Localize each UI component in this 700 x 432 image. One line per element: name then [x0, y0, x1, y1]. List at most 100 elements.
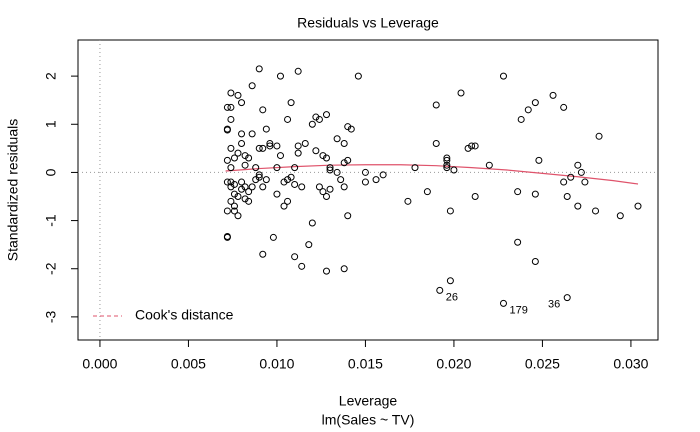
point [238, 130, 246, 138]
y-tick-label: -3 [43, 310, 59, 323]
point [411, 164, 419, 172]
point [549, 91, 557, 99]
point [340, 183, 348, 191]
x-tick-label: 0.030 [613, 356, 648, 372]
point [238, 140, 246, 148]
point [468, 142, 476, 150]
point [574, 202, 582, 210]
point [234, 91, 242, 99]
point [234, 149, 242, 157]
point [255, 173, 263, 181]
point [592, 207, 600, 215]
x-tick-label: 0.000 [82, 356, 117, 372]
point [464, 144, 472, 152]
point [322, 111, 330, 119]
point-label: 179 [509, 304, 527, 316]
point [340, 140, 348, 148]
point [294, 142, 302, 150]
point [223, 126, 231, 134]
point [404, 197, 412, 205]
point [337, 176, 345, 184]
point [361, 178, 369, 186]
point [340, 159, 348, 167]
point [255, 65, 263, 73]
point [574, 161, 582, 169]
point-label: 36 [548, 299, 560, 311]
point [259, 250, 267, 258]
point [241, 152, 249, 160]
point [223, 156, 231, 164]
point [287, 99, 295, 107]
point [581, 178, 589, 186]
point [227, 89, 235, 97]
point [291, 180, 299, 188]
x-tick-label: 0.025 [525, 356, 560, 372]
point [312, 147, 320, 155]
point [280, 202, 288, 210]
point [298, 183, 306, 191]
point [531, 190, 539, 198]
point [326, 185, 334, 193]
point [230, 190, 238, 198]
point [245, 188, 253, 196]
point [319, 152, 327, 160]
point [315, 115, 323, 123]
point [485, 161, 493, 169]
y-tick-label: -2 [43, 262, 59, 275]
point [227, 103, 235, 111]
point [238, 185, 246, 193]
point [230, 154, 238, 162]
point [223, 232, 231, 240]
point [266, 142, 274, 150]
point [245, 154, 253, 162]
point [443, 161, 451, 169]
point [230, 180, 238, 188]
point [450, 166, 458, 174]
point [287, 173, 295, 181]
point [567, 173, 575, 181]
point [223, 103, 231, 111]
point [361, 168, 369, 176]
point [294, 67, 302, 75]
point [471, 142, 479, 150]
point [531, 99, 539, 107]
point [446, 207, 454, 215]
point [230, 202, 238, 210]
point [443, 156, 451, 164]
y-tick-label: 0 [43, 168, 59, 176]
point [616, 212, 624, 220]
point [234, 212, 242, 220]
point [273, 190, 281, 198]
point [347, 125, 355, 133]
point [446, 277, 454, 285]
point [308, 219, 316, 227]
point [276, 152, 284, 160]
point [344, 156, 352, 164]
point [379, 171, 387, 179]
point [423, 188, 431, 196]
point [499, 72, 507, 80]
point [223, 178, 231, 186]
point [436, 286, 444, 294]
point [238, 99, 246, 107]
point [241, 183, 249, 191]
point [319, 188, 327, 196]
point [312, 113, 320, 121]
point [227, 115, 235, 123]
legend-label: Cook's distance [135, 307, 234, 323]
point [276, 72, 284, 80]
y-tick-label: 2 [43, 72, 59, 80]
point [234, 193, 242, 201]
point [634, 202, 642, 210]
point [531, 258, 539, 266]
point [230, 207, 238, 215]
point [238, 178, 246, 186]
point [301, 140, 309, 148]
point [241, 161, 249, 169]
point [432, 140, 440, 148]
x-tick-label: 0.010 [259, 356, 294, 372]
point [563, 294, 571, 302]
point [223, 207, 231, 215]
point [280, 178, 288, 186]
